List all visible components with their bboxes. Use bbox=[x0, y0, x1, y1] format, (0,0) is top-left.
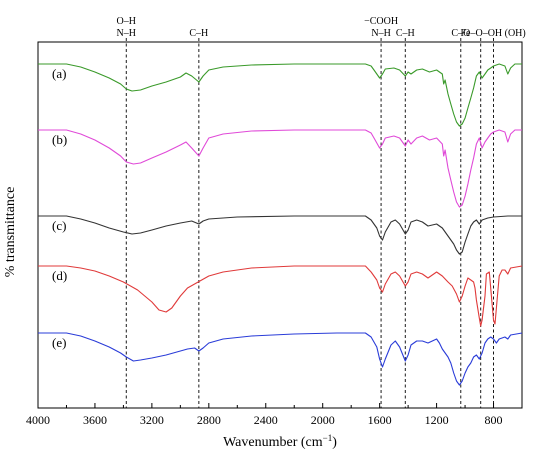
x-tick-label: 3200 bbox=[140, 413, 164, 427]
x-axis-title: Wavenumber (cm−1) bbox=[223, 433, 337, 450]
series-label: (c) bbox=[52, 218, 66, 233]
series-label: (e) bbox=[52, 335, 66, 350]
series-label: (a) bbox=[52, 66, 66, 81]
x-tick-label: 4000 bbox=[26, 413, 50, 427]
band-label: Fe–O–OH (OH) bbox=[460, 28, 525, 39]
band-label: C–H bbox=[189, 28, 208, 39]
y-axis-title: % transmittance bbox=[3, 187, 18, 278]
spectrum-line bbox=[38, 265, 523, 327]
x-tick-label: 2800 bbox=[197, 413, 221, 427]
x-tick-label: 2400 bbox=[254, 413, 278, 427]
band-label: N–H bbox=[117, 28, 136, 39]
plot-frame bbox=[37, 41, 523, 409]
x-axis: 4000 3600 3200 2800 2400 2000 1600 1200 800 bbox=[26, 403, 523, 427]
series-label: (d) bbox=[52, 268, 67, 283]
x-tick-label: 1600 bbox=[368, 413, 392, 427]
x-tick-label: 3600 bbox=[83, 413, 107, 427]
spectrum-line bbox=[38, 215, 522, 255]
series-label: (b) bbox=[52, 132, 67, 147]
x-tick-label: 1200 bbox=[425, 413, 449, 427]
band-label: −COOH bbox=[364, 16, 398, 27]
band-label: O–H bbox=[117, 16, 136, 27]
band-label: C–H bbox=[396, 28, 415, 39]
spectrum-line bbox=[38, 332, 523, 386]
x-tick-label: 800 bbox=[485, 413, 503, 427]
spectrum-line bbox=[38, 129, 522, 208]
band-label: N–H bbox=[371, 28, 390, 39]
spectrum-line bbox=[38, 63, 522, 127]
spectra-traces: (a) (b) (c) (d) (e) bbox=[38, 63, 523, 386]
x-tick-label: 2000 bbox=[311, 413, 335, 427]
band-label: C–O bbox=[451, 28, 470, 39]
